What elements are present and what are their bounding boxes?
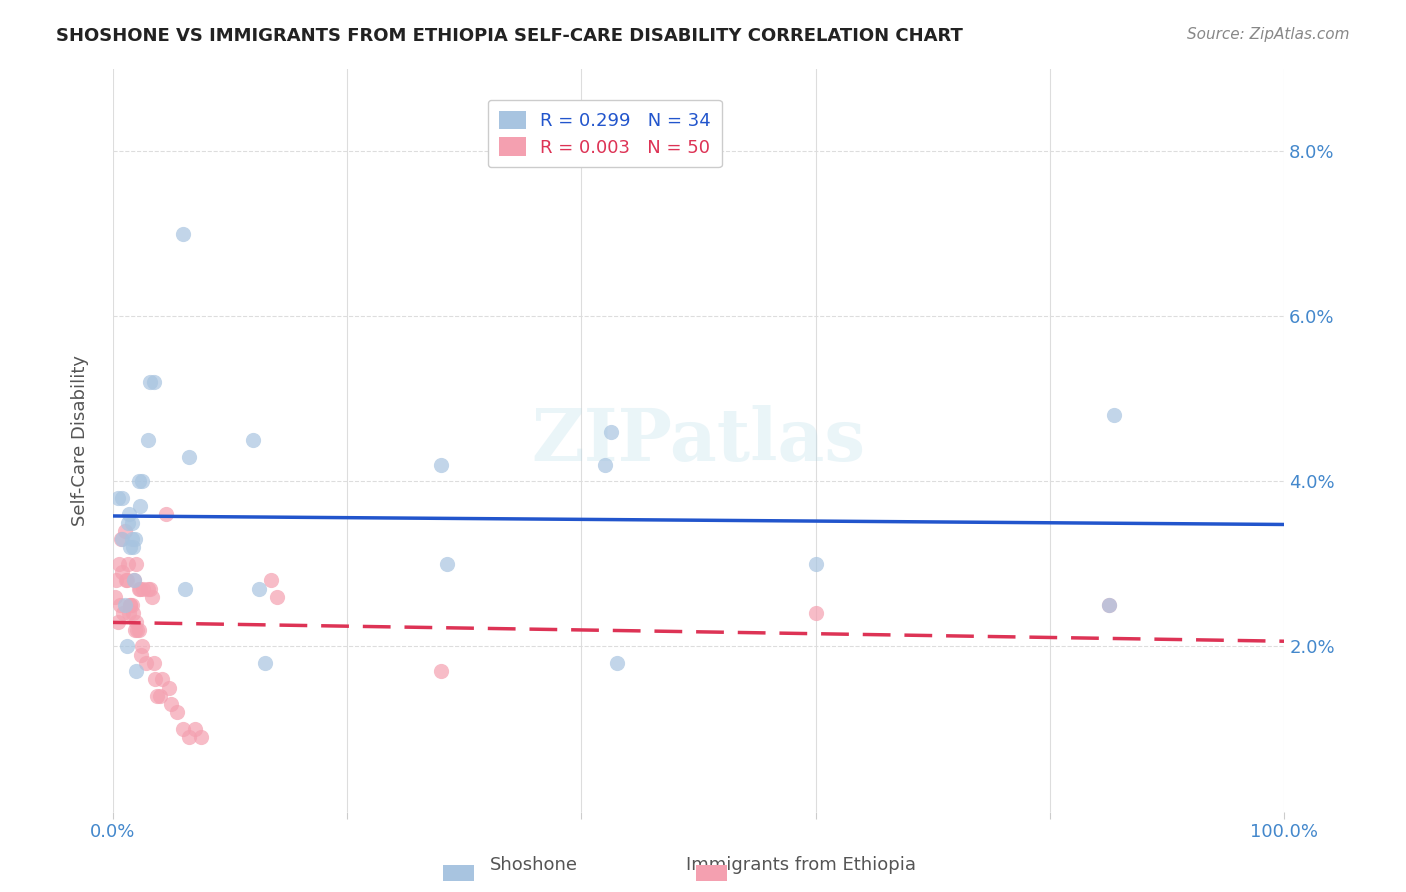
Point	[157, 681, 180, 695]
Point	[155, 508, 177, 522]
Point	[121, 516, 143, 530]
Legend: R = 0.299   N = 34, R = 0.003   N = 50: R = 0.299 N = 34, R = 0.003 N = 50	[488, 100, 721, 168]
Point	[107, 491, 129, 505]
Point	[107, 615, 129, 629]
Point	[166, 706, 188, 720]
Point	[260, 574, 283, 588]
Point	[128, 623, 150, 637]
Point	[146, 689, 169, 703]
Point	[121, 607, 143, 621]
Point	[139, 376, 162, 390]
Text: Immigrants from Ethiopia: Immigrants from Ethiopia	[686, 856, 917, 874]
Point	[1097, 598, 1119, 612]
Point	[131, 640, 153, 654]
Point	[436, 557, 458, 571]
Text: Source: ZipAtlas.com: Source: ZipAtlas.com	[1187, 27, 1350, 42]
Point	[111, 532, 134, 546]
Point	[121, 541, 143, 555]
Point	[114, 598, 136, 612]
Point	[114, 574, 136, 588]
Point	[124, 623, 146, 637]
Point	[143, 673, 166, 687]
Point	[128, 499, 150, 513]
Point	[128, 582, 150, 596]
Point	[110, 532, 132, 546]
Point	[117, 516, 139, 530]
Point	[115, 640, 138, 654]
Point	[114, 524, 136, 538]
Point	[599, 425, 621, 439]
Point	[120, 598, 142, 612]
Point	[139, 582, 162, 596]
Point	[266, 590, 288, 604]
Point	[1097, 598, 1119, 612]
Point	[129, 648, 152, 662]
Point	[120, 541, 142, 555]
Point	[111, 491, 134, 505]
Point	[127, 623, 149, 637]
Text: Shoshone: Shoshone	[491, 856, 578, 874]
Point	[177, 450, 200, 464]
Point	[141, 590, 163, 604]
Point	[118, 508, 141, 522]
Point	[104, 590, 127, 604]
Point	[430, 664, 453, 678]
Point	[606, 656, 628, 670]
Point	[136, 433, 159, 447]
Point	[112, 607, 135, 621]
Point	[115, 574, 138, 588]
Point	[135, 656, 157, 670]
Point	[105, 574, 128, 588]
Point	[172, 722, 194, 736]
Point	[125, 664, 148, 678]
Point	[172, 227, 194, 241]
Point	[121, 532, 143, 546]
Point	[150, 673, 173, 687]
Point	[118, 607, 141, 621]
Point	[1104, 409, 1126, 423]
Point	[160, 697, 183, 711]
Point	[593, 458, 616, 472]
Point	[190, 730, 212, 744]
Point	[149, 689, 172, 703]
Point	[174, 582, 197, 596]
Point	[142, 656, 165, 670]
Point	[122, 574, 145, 588]
Point	[247, 582, 270, 596]
Point	[242, 433, 264, 447]
Point	[430, 458, 453, 472]
Point	[184, 722, 207, 736]
Text: ZIPatlas: ZIPatlas	[531, 404, 866, 475]
Point	[142, 376, 165, 390]
Text: SHOSHONE VS IMMIGRANTS FROM ETHIOPIA SELF-CARE DISABILITY CORRELATION CHART: SHOSHONE VS IMMIGRANTS FROM ETHIOPIA SEL…	[56, 27, 963, 45]
Y-axis label: Self-Care Disability: Self-Care Disability	[72, 354, 89, 525]
Point	[128, 582, 150, 596]
Point	[132, 582, 155, 596]
Point	[111, 565, 134, 579]
Point	[120, 598, 142, 612]
Point	[125, 615, 148, 629]
Point	[108, 598, 131, 612]
Point	[107, 557, 129, 571]
Point	[122, 574, 145, 588]
Point	[124, 532, 146, 546]
Point	[128, 475, 150, 489]
Point	[177, 730, 200, 744]
Point	[254, 656, 277, 670]
Point	[117, 557, 139, 571]
Point	[804, 557, 827, 571]
Point	[121, 598, 143, 612]
Point	[804, 607, 827, 621]
Point	[136, 582, 159, 596]
Point	[131, 475, 153, 489]
Point	[125, 557, 148, 571]
